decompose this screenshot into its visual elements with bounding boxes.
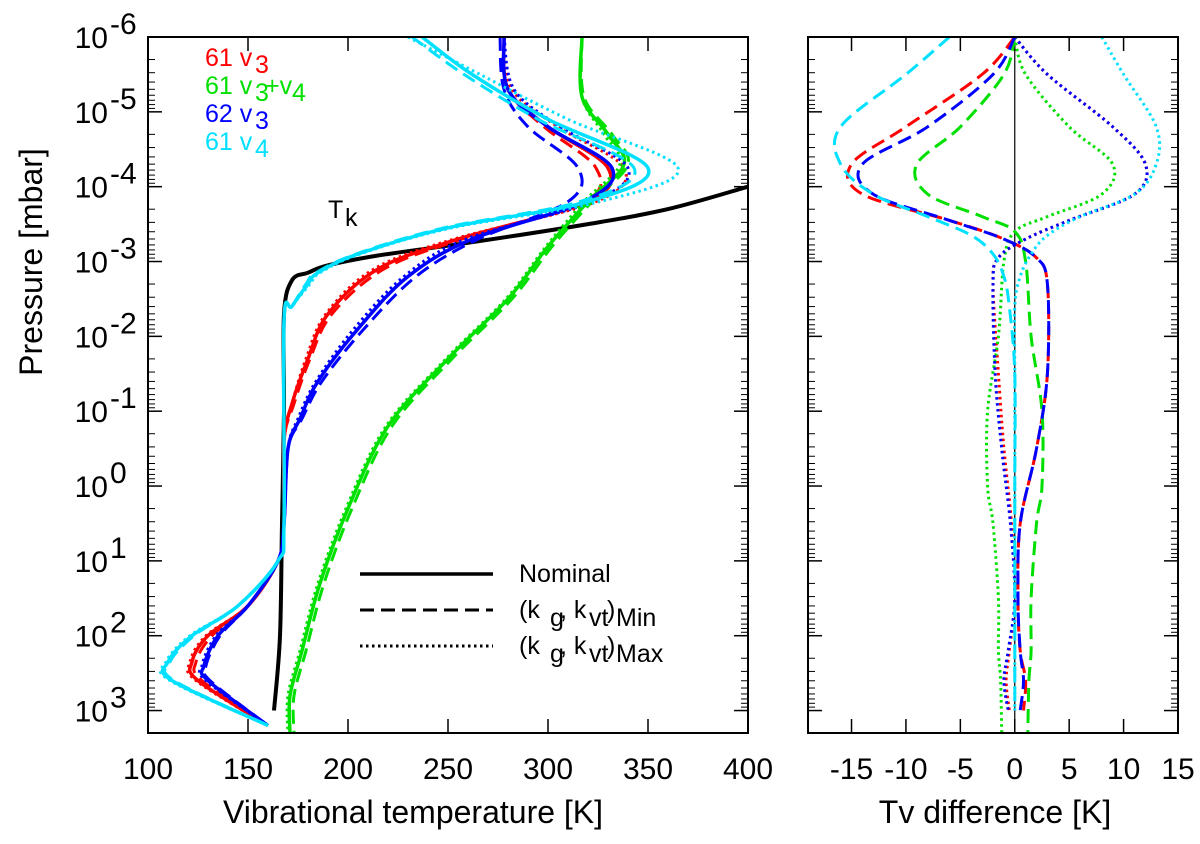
y-tick-label: 10 bbox=[75, 247, 108, 280]
right-x-tick-label: 10 bbox=[1107, 753, 1140, 786]
right-panel: -15 -10 -5 0 5 10 15 bbox=[807, 36, 1195, 786]
left-x-tick-label: 400 bbox=[723, 753, 773, 786]
series-label-2: 61 v bbox=[205, 72, 253, 100]
y-tick-exponent: -2 bbox=[110, 307, 137, 340]
left-plot-area bbox=[158, 37, 748, 733]
series-label-3: 62 v bbox=[205, 100, 253, 128]
right-x-tick-label: 5 bbox=[1061, 753, 1078, 786]
legend-label-sub-g: g bbox=[550, 640, 564, 668]
kinetic-temperature-label-sub: k bbox=[345, 204, 358, 232]
legend-label-mid: , k bbox=[560, 632, 587, 660]
legend-label-nominal: Nominal bbox=[519, 560, 611, 588]
series-label-2-sub: 3 bbox=[255, 79, 269, 107]
y-tick-label: 10 bbox=[75, 321, 108, 354]
difference-series-1 bbox=[845, 37, 1051, 711]
series-3-nominal-line bbox=[199, 37, 616, 727]
legend-label-mid: , k bbox=[560, 596, 587, 624]
y-tick-exponent: -3 bbox=[110, 233, 137, 266]
left-x-tick-label: 200 bbox=[323, 753, 373, 786]
kinetic-temperature-label: T bbox=[328, 196, 343, 224]
right-x-tick-label: 0 bbox=[1006, 753, 1023, 786]
y-tick-label: 10 bbox=[75, 396, 108, 429]
y-tick-exponent: 0 bbox=[110, 457, 127, 490]
series-2-nominal-line bbox=[287, 37, 627, 733]
left-x-tick-label: 350 bbox=[623, 753, 673, 786]
y-tick-label: 10 bbox=[75, 22, 108, 55]
y-tick-label: 10 bbox=[75, 621, 108, 654]
difference-series-3 bbox=[913, 37, 1045, 733]
left-x-tick-label: 250 bbox=[423, 753, 473, 786]
y-tick-label: 10 bbox=[75, 546, 108, 579]
y-tick-label: 10 bbox=[75, 696, 108, 729]
series-label-2-sub2: 4 bbox=[292, 79, 306, 107]
y-tick-label: 10 bbox=[75, 172, 108, 205]
series-label-1-sub: 3 bbox=[255, 51, 269, 79]
series-label-1: 61 v bbox=[205, 44, 253, 72]
series-4-min-line bbox=[163, 37, 637, 727]
legend-label-sub: Max bbox=[616, 640, 664, 668]
left-x-axis-title: Vibrational temperature [K] bbox=[223, 794, 603, 830]
legend-label-sub-vt: vt bbox=[589, 640, 609, 668]
difference-series-7 bbox=[832, 37, 1017, 711]
legend-label-close: ) bbox=[607, 632, 615, 660]
series-4-nominal-line bbox=[160, 37, 651, 728]
right-plot-frame bbox=[807, 36, 1179, 734]
legend-label-sub: Min bbox=[616, 604, 656, 632]
y-axis-title: Pressure [mbar] bbox=[13, 148, 49, 376]
left-x-tick-label: 100 bbox=[123, 753, 173, 786]
difference-series-5 bbox=[856, 37, 1051, 711]
y-tick-exponent: 2 bbox=[110, 607, 127, 640]
y-tick-exponent: 3 bbox=[110, 682, 127, 715]
right-x-tick-label: -5 bbox=[947, 753, 974, 786]
right-x-axis-title: Tv difference [K] bbox=[879, 794, 1111, 830]
right-x-tick-label: -15 bbox=[830, 753, 873, 786]
y-tick-exponent: -4 bbox=[110, 158, 137, 191]
series-label-4: 61 v bbox=[205, 128, 253, 156]
series-label-4-sub: 4 bbox=[255, 135, 269, 163]
y-tick-exponent: -6 bbox=[110, 8, 137, 41]
left-plot-frame bbox=[147, 36, 749, 734]
legend-label-sub-vt: vt bbox=[589, 604, 609, 632]
left-x-tick-label: 150 bbox=[223, 753, 273, 786]
series-1-min-line bbox=[192, 37, 603, 727]
legend-label-dashed: (k bbox=[519, 596, 540, 624]
legend: Nominal(k g, k vt) Min(k g, k vt) Max bbox=[360, 560, 664, 668]
series-label-3-sub: 3 bbox=[255, 107, 269, 135]
series-1-nominal-line bbox=[187, 37, 613, 727]
difference-series-6 bbox=[991, 37, 1149, 711]
y-tick-label: 10 bbox=[75, 97, 108, 130]
right-plot-area bbox=[832, 37, 1162, 733]
y-tick-exponent: -5 bbox=[110, 83, 137, 116]
difference-series-4 bbox=[985, 37, 1117, 733]
y-tick-exponent: 1 bbox=[110, 532, 127, 565]
difference-series-8 bbox=[1012, 37, 1162, 711]
legend-label-sub-g: g bbox=[550, 604, 564, 632]
kinetic-temperature-line bbox=[272, 184, 748, 711]
left-x-tick-label: 300 bbox=[523, 753, 573, 786]
legend-label-dotted: (k bbox=[519, 632, 540, 660]
series-label-2-extra: +v bbox=[265, 72, 293, 100]
y-tick-label: 10 bbox=[75, 471, 108, 504]
series-2-min-line bbox=[291, 37, 631, 733]
legend-label-close: ) bbox=[607, 596, 615, 624]
y-tick-exponent: -1 bbox=[110, 382, 137, 415]
right-x-tick-label: 15 bbox=[1161, 753, 1194, 786]
right-x-tick-label: -10 bbox=[884, 753, 927, 786]
